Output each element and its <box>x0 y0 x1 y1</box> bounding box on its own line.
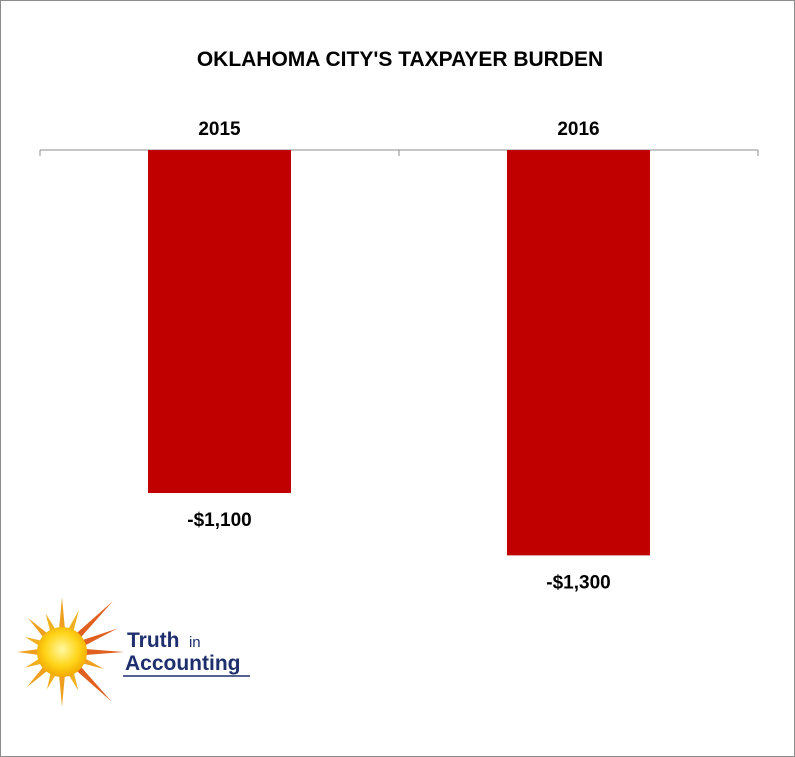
sun-icon <box>17 597 124 707</box>
bar-2016 <box>507 150 650 556</box>
logo: Truth in Accounting <box>17 597 250 707</box>
category-label-2016: 2016 <box>557 119 599 140</box>
bar-2015 <box>148 150 291 493</box>
logo-line1: Truth <box>127 629 180 652</box>
value-label-2015: -$1,100 <box>187 510 251 531</box>
chart-title: OKLAHOMA CITY'S TAXPAYER BURDEN <box>197 48 603 71</box>
bars-layer: 2015 -$1,100 2016 -$1,300 <box>148 119 650 593</box>
logo-line1-small: in <box>189 634 201 651</box>
logo-line1-group: Truth in <box>127 629 201 652</box>
value-label-2016: -$1,300 <box>546 572 610 593</box>
category-label-2015: 2015 <box>198 119 241 140</box>
logo-line2: Accounting <box>125 652 241 675</box>
